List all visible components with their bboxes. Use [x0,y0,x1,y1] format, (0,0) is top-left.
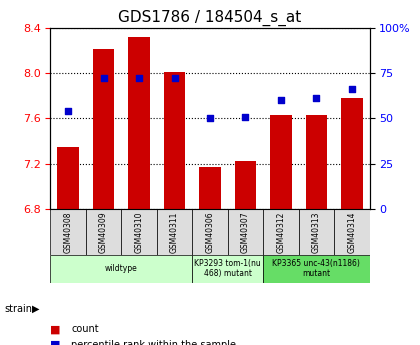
FancyBboxPatch shape [157,209,192,255]
Text: GSM40306: GSM40306 [205,211,215,253]
Point [207,116,213,121]
Text: wildtype: wildtype [105,264,138,273]
Title: GDS1786 / 184504_s_at: GDS1786 / 184504_s_at [118,10,302,26]
Text: GSM40313: GSM40313 [312,211,321,253]
Point [136,76,142,81]
Text: KP3365 unc-43(n1186)
mutant: KP3365 unc-43(n1186) mutant [273,259,360,278]
Bar [270,115,291,209]
Point [171,76,178,81]
FancyBboxPatch shape [192,209,228,255]
FancyBboxPatch shape [192,255,263,283]
Text: GSM40310: GSM40310 [134,211,144,253]
Text: GSM40308: GSM40308 [64,211,73,253]
Text: GSM40307: GSM40307 [241,211,250,253]
Point [349,87,355,92]
Point [65,108,71,114]
FancyBboxPatch shape [263,209,299,255]
FancyBboxPatch shape [228,209,263,255]
Bar [306,115,327,209]
Point [100,76,107,81]
Bar [200,167,221,209]
Text: ■: ■ [50,325,61,334]
FancyBboxPatch shape [86,209,121,255]
Point [278,97,284,103]
Text: ▶: ▶ [32,304,39,314]
Bar [341,98,362,209]
Text: GSM40314: GSM40314 [347,211,356,253]
Text: percentile rank within the sample: percentile rank within the sample [71,340,236,345]
Text: count: count [71,325,99,334]
Bar [93,49,114,209]
FancyBboxPatch shape [299,209,334,255]
Bar [235,161,256,209]
FancyBboxPatch shape [263,255,370,283]
Text: GSM40309: GSM40309 [99,211,108,253]
Point [313,96,320,101]
FancyBboxPatch shape [334,209,370,255]
Bar [164,72,185,209]
Bar [129,37,150,209]
FancyBboxPatch shape [121,209,157,255]
FancyBboxPatch shape [50,209,86,255]
FancyBboxPatch shape [50,255,192,283]
Text: GSM40311: GSM40311 [170,211,179,253]
Point [242,114,249,119]
Text: GSM40312: GSM40312 [276,211,286,253]
Text: ■: ■ [50,340,61,345]
Text: strain: strain [4,304,32,314]
Text: KP3293 tom-1(nu
468) mutant: KP3293 tom-1(nu 468) mutant [194,259,261,278]
Bar [58,147,79,209]
